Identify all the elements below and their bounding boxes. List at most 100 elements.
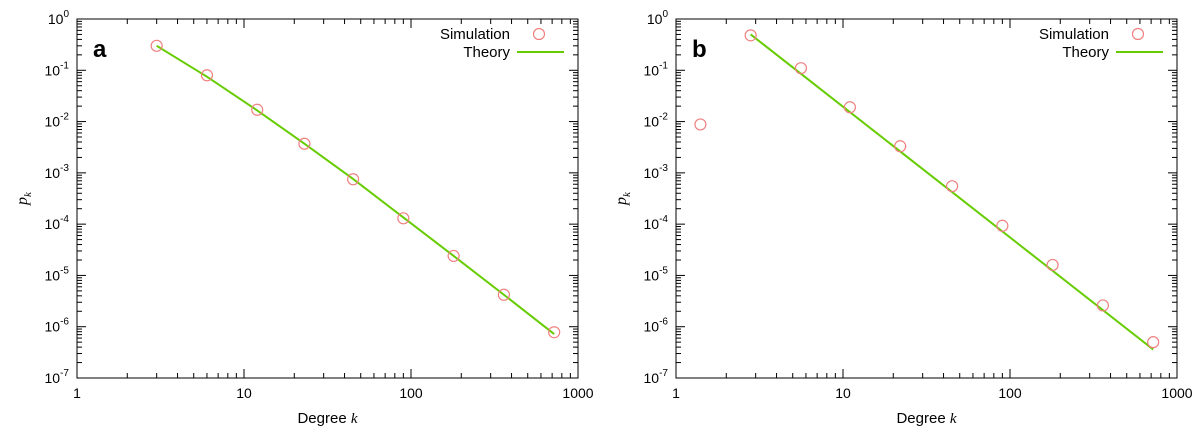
simulation-point [794, 62, 808, 75]
x-axis-label-var: k [950, 411, 957, 427]
x-axis-label: Degree k [297, 410, 357, 427]
y-tick-base: 10 [644, 267, 660, 283]
legend-label: Theory [1062, 44, 1109, 61]
y-tick-base: 10 [45, 216, 61, 232]
panel-label: a [93, 36, 107, 63]
simulation-point [548, 326, 561, 339]
x-axis-label-text: Degree [896, 410, 949, 427]
y-tick-exponent: -7 [60, 368, 69, 379]
y-tick-exponent: 0 [63, 9, 69, 20]
x-tick-label: 10 [236, 385, 252, 401]
y-tick-base: 10 [644, 319, 660, 335]
legend-marker-simulation [532, 27, 546, 41]
y-tick-exponent: 0 [662, 9, 668, 20]
y-tick-label: 10-1 [644, 60, 669, 78]
x-tick-label: 100 [399, 385, 423, 401]
y-axis-label-sub: k [621, 191, 633, 197]
y-tick-label: 10-7 [644, 368, 669, 386]
simulation-point [894, 140, 907, 153]
x-tick-label: 1000 [1161, 385, 1192, 401]
x-tick-label: 1 [672, 385, 680, 401]
simulation-point [497, 288, 511, 301]
y-tick-base: 10 [45, 370, 61, 386]
simulation-point [447, 249, 460, 263]
chart-panel-a: 1 10 100 100010-710-610-510-410-310-210-110… [14, 9, 594, 427]
simulation-point [1147, 336, 1160, 349]
y-tick-label: 10-4 [45, 214, 70, 232]
y-tick-base: 10 [45, 62, 61, 78]
y-tick-base: 10 [45, 319, 61, 335]
y-tick-label: 10-3 [45, 163, 70, 181]
y-tick-exponent: -6 [60, 317, 69, 328]
simulation-point [996, 219, 1009, 232]
y-tick-label: 100 [48, 9, 70, 27]
x-tick-label: 1000 [562, 385, 593, 401]
y-tick-label: 10-6 [45, 317, 70, 335]
legend-label: Theory [463, 44, 510, 61]
simulation-point [1046, 258, 1059, 272]
y-tick-label: 10-2 [45, 112, 70, 130]
plot-frame [76, 18, 579, 379]
legend-label: Simulation [440, 26, 510, 43]
y-tick-label: 10-4 [644, 214, 669, 232]
y-axis-label-var: p [14, 197, 31, 206]
y-tick-exponent: -1 [659, 60, 668, 71]
x-tick-label: 100 [998, 385, 1022, 401]
simulation-point [251, 103, 264, 116]
y-tick-exponent: -3 [659, 163, 668, 174]
y-axis-label-var: p [613, 197, 630, 206]
y-tick-exponent: -4 [659, 214, 668, 225]
y-tick-exponent: -5 [60, 265, 69, 276]
y-tick-base: 10 [644, 216, 660, 232]
simulation-point [744, 29, 757, 42]
y-tick-label: 10-5 [45, 265, 70, 283]
simulation-point [843, 101, 857, 114]
simulation-point [397, 212, 410, 225]
y-tick-exponent: -2 [659, 112, 668, 123]
y-tick-exponent: -7 [659, 368, 668, 379]
y-tick-label: 10-5 [644, 265, 669, 283]
simulation-point [945, 180, 959, 193]
y-tick-base: 10 [644, 62, 660, 78]
legend-label: Simulation [1039, 26, 1109, 43]
y-axis-label: pk [613, 191, 633, 206]
simulation-point [346, 173, 360, 186]
y-tick-base: 10 [647, 11, 663, 27]
x-axis-label-text: Degree [297, 410, 350, 427]
y-tick-base: 10 [45, 165, 61, 181]
y-tick-label: 10-6 [644, 317, 669, 335]
y-tick-label: 10-2 [644, 112, 669, 130]
y-axis-label-sub: k [22, 191, 34, 197]
panel-label: b [692, 36, 707, 63]
y-tick-label: 100 [647, 9, 669, 27]
simulation-point [150, 39, 163, 52]
chart-panel-b: 1 10 100 100010-710-610-510-410-310-210-110… [613, 9, 1193, 427]
x-axis-label-var: k [351, 411, 358, 427]
x-axis-label: Degree k [896, 410, 956, 427]
y-tick-exponent: -6 [659, 317, 668, 328]
simulation-point [200, 69, 214, 82]
y-tick-exponent: -5 [659, 265, 668, 276]
y-tick-base: 10 [45, 267, 61, 283]
simulation-point [694, 118, 707, 131]
plot-frame [675, 18, 1178, 379]
y-tick-exponent: -1 [60, 60, 69, 71]
x-tick-label: 1 [73, 385, 81, 401]
y-tick-exponent: -2 [60, 112, 69, 123]
y-tick-label: 10-1 [45, 60, 70, 78]
y-tick-base: 10 [644, 370, 660, 386]
y-tick-base: 10 [45, 114, 61, 130]
y-tick-exponent: -3 [60, 163, 69, 174]
legend-marker-simulation [1131, 27, 1145, 41]
y-axis-label: pk [14, 191, 34, 206]
simulation-point [1096, 299, 1110, 312]
y-tick-base: 10 [644, 114, 660, 130]
y-tick-base: 10 [48, 11, 64, 27]
x-tick-label: 10 [835, 385, 851, 401]
y-tick-label: 10-7 [45, 368, 70, 386]
y-tick-exponent: -4 [60, 214, 69, 225]
y-tick-base: 10 [644, 165, 660, 181]
simulation-point [298, 137, 311, 150]
theory-line [156, 44, 555, 335]
